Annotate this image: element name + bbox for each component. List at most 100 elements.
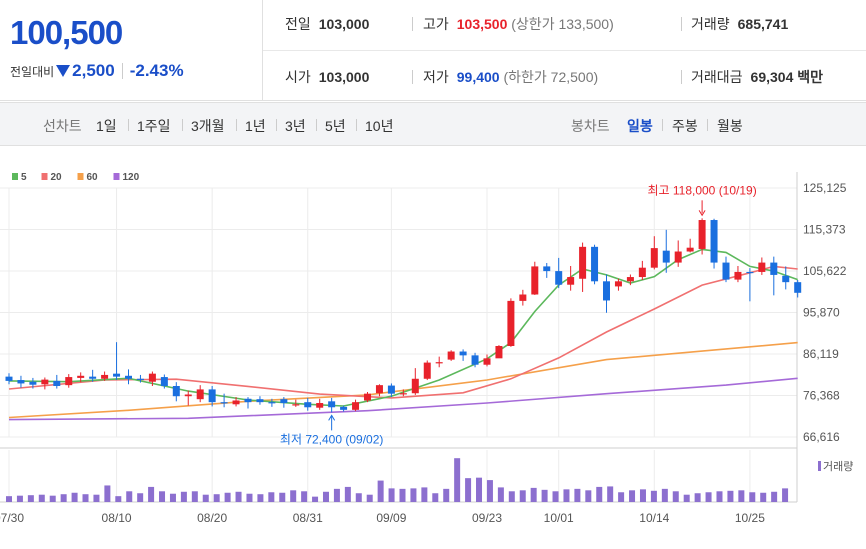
period-3y-button[interactable]: 3년 (285, 118, 306, 134)
change-label: 전일대비 (10, 64, 55, 79)
volume-bar (49, 495, 56, 502)
monthly-candle-button[interactable]: 월봉 (717, 118, 743, 134)
lower-limit: (하한가 72,500) (503, 69, 599, 85)
toolbar-divider (236, 119, 237, 131)
volume-bar (71, 492, 78, 502)
weekly-candle-button[interactable]: 주봉 (672, 118, 698, 134)
daily-candle-button[interactable]: 일봉 (627, 118, 653, 134)
period-1d-button[interactable]: 1일 (96, 118, 117, 134)
volume-bar (585, 490, 592, 502)
volume-bar (235, 491, 242, 502)
candle-down (280, 399, 288, 404)
period-5y-button[interactable]: 5년 (325, 118, 346, 134)
low-cell: 저가 99,400 (하한가 72,500) (423, 67, 598, 87)
volume-bar (355, 493, 362, 502)
volume-bar (159, 491, 166, 502)
volume-bar (290, 490, 297, 502)
high-value: 103,500 (456, 16, 508, 32)
candle-down (256, 399, 264, 403)
candle-up (686, 247, 694, 252)
period-1y-button[interactable]: 1년 (245, 118, 266, 134)
volume-bar (486, 480, 493, 502)
volume-legend-label: 거래량 (823, 460, 853, 473)
chart-grid (0, 172, 798, 503)
x-tick-label: 10/01 (544, 511, 574, 525)
prev-close-label: 전일 (285, 16, 311, 32)
legend-swatch-120 (113, 173, 120, 180)
candle-up (567, 277, 575, 285)
volume-bar (694, 493, 701, 502)
volume-bar (639, 489, 646, 502)
candle-up (614, 281, 622, 287)
candle-down (770, 262, 778, 275)
x-tick-label: 08/20 (197, 511, 227, 525)
ma60-line (8, 341, 798, 419)
volume-bar (454, 458, 461, 502)
amount-label: 거래대금 (691, 69, 743, 85)
candle-up (507, 300, 515, 346)
candle-up (495, 345, 503, 359)
candle-up (423, 362, 431, 379)
volume-bar (771, 491, 778, 502)
candle-up (375, 385, 383, 394)
open-label: 시가 (285, 69, 311, 85)
high-annotation: 최고 118,000 (10/19) (647, 183, 756, 197)
high-label: 고가 (423, 16, 449, 32)
volume-bar (180, 491, 187, 502)
current-price: 100,500 (10, 14, 123, 51)
volume-bar (93, 494, 100, 502)
candle-up (77, 375, 85, 378)
prev-close-value: 103,000 (318, 16, 370, 32)
candle-down (268, 402, 276, 404)
current-price-box: 100,500 전일대비 2,500 -2.43% (0, 0, 263, 100)
candle-down (471, 355, 479, 365)
candle-down (603, 281, 610, 301)
change-divider (121, 63, 123, 79)
period-1w-button[interactable]: 1주일 (137, 118, 171, 134)
volume-bar (344, 486, 351, 502)
candle-down (304, 402, 312, 408)
candlesticks (5, 218, 802, 413)
candle-up (364, 393, 371, 401)
volume-bar (749, 492, 756, 502)
toolbar-divider (662, 119, 663, 131)
volume-bar (16, 495, 23, 502)
candle-up (674, 251, 682, 263)
volume-bar (191, 491, 198, 502)
candle-up (148, 373, 156, 382)
price-chart: 5 20 60 120 125,125 115,373 105,622 95,870 86,1… (0, 172, 853, 525)
volume-bar (6, 496, 12, 502)
volume-bar (716, 491, 723, 502)
moving-average-lines (8, 248, 798, 421)
volume-cell: 거래량 685,741 (691, 14, 788, 34)
candle-up (65, 377, 73, 386)
volume-bar (126, 491, 133, 502)
open-value: 103,000 (318, 69, 370, 85)
candle-down (220, 402, 228, 404)
volume-bar (465, 478, 472, 502)
amount-unit: 백만 (797, 69, 824, 85)
volume-bar (607, 486, 614, 502)
volume-bar (727, 490, 734, 502)
volume-bar (661, 488, 668, 502)
candle-down (794, 282, 802, 293)
period-3m-button[interactable]: 3개월 (191, 118, 225, 134)
candle-down (722, 262, 730, 280)
x-tick-label: 09/23 (472, 511, 502, 525)
open-cell: 시가 103,000 (285, 67, 369, 87)
low-value: 99,400 (456, 69, 500, 85)
candle-up (196, 389, 204, 400)
y-tick-label: 95,870 (803, 306, 840, 320)
volume-bar (268, 492, 275, 502)
candle-up (626, 277, 634, 282)
volume-legend-swatch (818, 461, 821, 471)
candle-down (172, 385, 180, 397)
period-10y-button[interactable]: 10년 (365, 118, 394, 134)
candle-down (746, 271, 754, 274)
x-tick-label: 07/30 (0, 511, 24, 525)
volume-bar (322, 491, 329, 502)
candle-up (447, 351, 455, 360)
ma5-line (8, 248, 798, 407)
volume-bar (60, 494, 67, 502)
price-change: 전일대비 2,500 -2.43% (10, 61, 184, 81)
